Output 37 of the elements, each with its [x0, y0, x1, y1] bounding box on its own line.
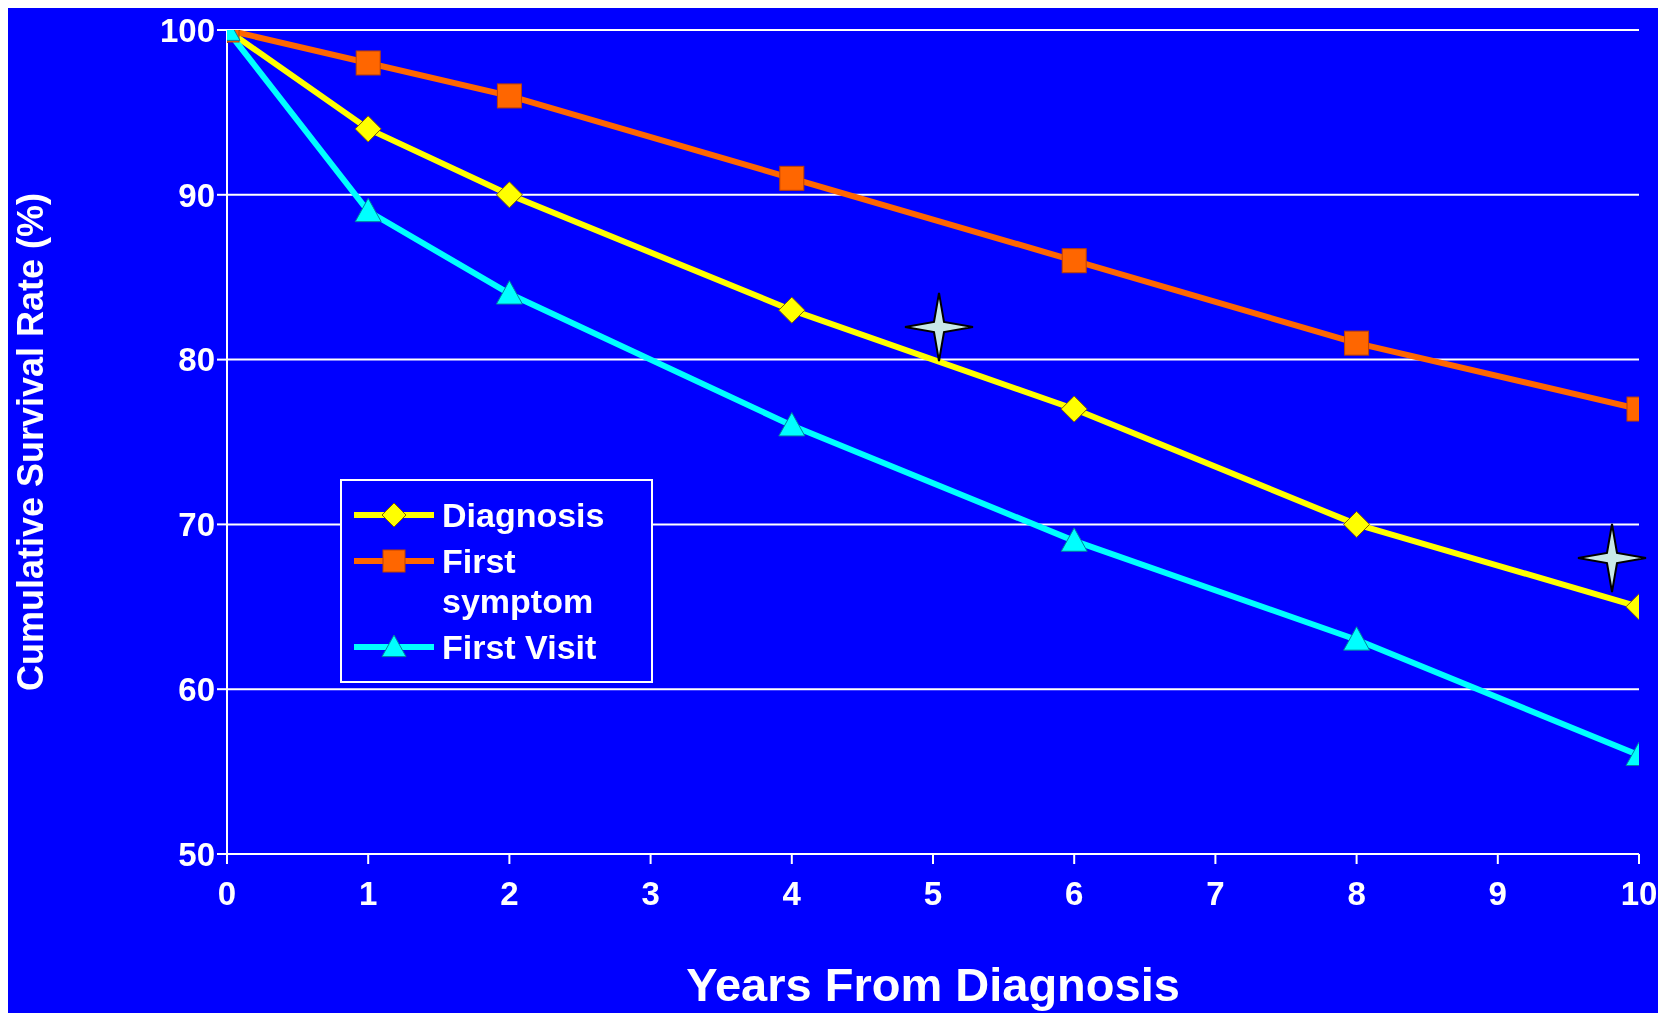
point — [355, 50, 381, 76]
x-tick-label: 2 — [500, 875, 519, 913]
point — [1060, 395, 1088, 423]
y-tick-label: 50 — [178, 835, 215, 873]
point — [495, 280, 523, 305]
point — [495, 181, 523, 209]
point — [1343, 626, 1371, 651]
point — [354, 115, 382, 143]
point — [779, 165, 805, 191]
legend-label: First Visit — [442, 627, 598, 667]
point — [1344, 330, 1370, 356]
y-tick-label: 90 — [178, 176, 215, 214]
y-tick-label: 70 — [178, 506, 215, 544]
point — [778, 412, 806, 437]
x-tick-label: 5 — [923, 875, 943, 913]
legend-label: First symptom — [442, 541, 595, 621]
legend-label: Diagnosis — [442, 495, 606, 535]
x-tick-label: 7 — [1206, 875, 1225, 913]
x-axis-title: Years From Diagnosis — [686, 958, 1180, 1011]
point — [496, 83, 522, 109]
x-tick-label: 4 — [782, 875, 802, 913]
y-tick-label: 100 — [159, 11, 215, 49]
point — [354, 197, 382, 223]
point — [1343, 510, 1371, 538]
x-tick-label: 8 — [1347, 875, 1366, 913]
x-tick-label: 3 — [641, 875, 660, 913]
y-tick-label: 60 — [178, 670, 215, 708]
x-tick-label: 10 — [1620, 875, 1658, 913]
x-tick-label: 9 — [1488, 875, 1507, 913]
x-tick-label: 6 — [1065, 875, 1084, 913]
point — [1061, 248, 1087, 274]
y-tick-label: 80 — [178, 341, 215, 379]
point — [1060, 527, 1088, 552]
y-axis-title: Cumulative Survival Rate (%) — [9, 192, 51, 692]
point — [778, 296, 806, 324]
x-tick-label: 1 — [359, 875, 378, 913]
x-tick-label: 0 — [217, 875, 237, 913]
